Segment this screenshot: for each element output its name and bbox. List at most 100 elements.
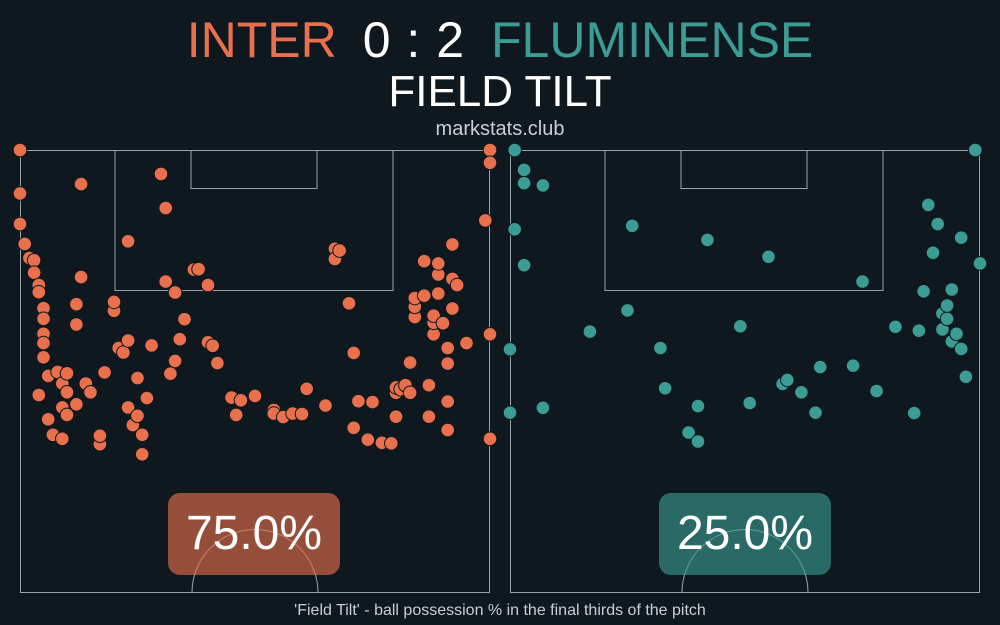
event-dot xyxy=(925,245,941,261)
event-dot xyxy=(92,428,108,444)
chart-subtitle: FIELD TILT xyxy=(388,67,612,116)
event-dot xyxy=(59,366,75,381)
event-dot xyxy=(384,436,399,451)
event-dot xyxy=(167,285,183,300)
event-dot xyxy=(516,162,532,178)
event-dot xyxy=(158,200,173,216)
event-dot xyxy=(968,142,983,158)
event-dot xyxy=(167,353,183,369)
event-dot xyxy=(153,166,169,182)
event-dot xyxy=(808,405,823,421)
event-dot xyxy=(233,393,249,408)
event-dot xyxy=(421,409,437,425)
event-dot xyxy=(624,218,640,234)
event-dot xyxy=(402,355,418,370)
event-dot xyxy=(459,335,474,351)
event-dot xyxy=(449,277,465,293)
event-dot xyxy=(73,176,89,192)
event-dot xyxy=(440,422,456,438)
event-dot xyxy=(134,447,150,462)
home-percentage-label: 75.0% xyxy=(185,507,323,560)
chart-footnote: 'Field Tilt' - ball possession % in the … xyxy=(294,602,706,619)
event-dot xyxy=(83,385,98,400)
match-score: 0 : 2 xyxy=(362,12,466,68)
away-percentage-label: 25.0% xyxy=(676,507,814,560)
event-dot xyxy=(120,234,136,249)
event-dot xyxy=(681,425,696,440)
event-dot xyxy=(780,372,795,388)
event-dot xyxy=(761,249,776,265)
event-dot xyxy=(228,407,244,423)
event-dot xyxy=(958,369,974,385)
event-dot xyxy=(191,261,206,277)
event-dot xyxy=(700,232,715,248)
event-dot xyxy=(653,340,668,356)
event-dot xyxy=(939,311,955,327)
event-dot xyxy=(120,400,136,415)
event-dot xyxy=(440,356,456,371)
event-dot xyxy=(930,216,946,232)
event-dot xyxy=(177,311,192,327)
away-percentage-box xyxy=(659,493,831,575)
event-dot xyxy=(402,385,418,401)
event-dot xyxy=(953,230,969,245)
event-dot xyxy=(294,406,310,422)
penalty-area xyxy=(604,150,884,291)
event-dot xyxy=(158,274,173,289)
event-dot xyxy=(36,335,51,351)
event-dot xyxy=(478,213,493,228)
event-dot xyxy=(163,366,178,381)
event-dot xyxy=(26,265,42,280)
event-dot xyxy=(794,385,809,400)
event-dot xyxy=(482,431,498,447)
event-dot xyxy=(482,327,498,342)
event-dot xyxy=(360,432,376,448)
event-dot xyxy=(97,365,112,380)
event-dot xyxy=(12,216,28,232)
event-dot xyxy=(690,398,706,414)
event-dot xyxy=(210,355,225,371)
event-dot xyxy=(40,412,56,427)
event-dot xyxy=(73,269,89,285)
event-dot xyxy=(507,142,522,158)
event-dot xyxy=(36,350,51,365)
event-dot xyxy=(972,256,988,271)
event-dot xyxy=(69,296,84,312)
event-dot xyxy=(916,284,931,299)
event-dot xyxy=(332,243,347,258)
event-dot xyxy=(31,387,47,403)
match-title: INTER 0 : 2 FLUMINENSE xyxy=(0,10,1000,70)
event-dot xyxy=(318,398,333,413)
event-dot xyxy=(31,284,47,300)
event-dot xyxy=(921,197,936,213)
event-dot xyxy=(482,142,498,158)
event-dot xyxy=(200,277,216,293)
event-dot xyxy=(906,405,922,421)
event-dot xyxy=(949,326,964,342)
event-dot xyxy=(134,427,150,443)
event-dot xyxy=(120,333,136,348)
event-dot xyxy=(502,405,518,421)
event-dot xyxy=(440,394,456,409)
event-dot xyxy=(130,408,145,424)
event-dot xyxy=(59,385,75,400)
event-dot xyxy=(69,397,84,412)
event-dot xyxy=(106,294,122,310)
event-dot xyxy=(431,286,446,301)
event-dot xyxy=(440,340,456,356)
event-dot xyxy=(516,257,532,273)
event-dot xyxy=(247,388,263,404)
event-dot xyxy=(172,331,188,347)
event-dot xyxy=(888,319,903,335)
event-dot xyxy=(507,222,522,237)
event-dot xyxy=(416,288,432,303)
event-dot xyxy=(346,420,362,436)
event-dot xyxy=(657,381,673,396)
event-dot xyxy=(582,324,598,339)
event-dot xyxy=(812,359,828,375)
event-dot xyxy=(144,338,159,353)
home-pitch-chart xyxy=(12,142,498,593)
event-dot xyxy=(139,390,155,406)
event-dot xyxy=(855,274,870,289)
event-dot xyxy=(516,175,532,191)
